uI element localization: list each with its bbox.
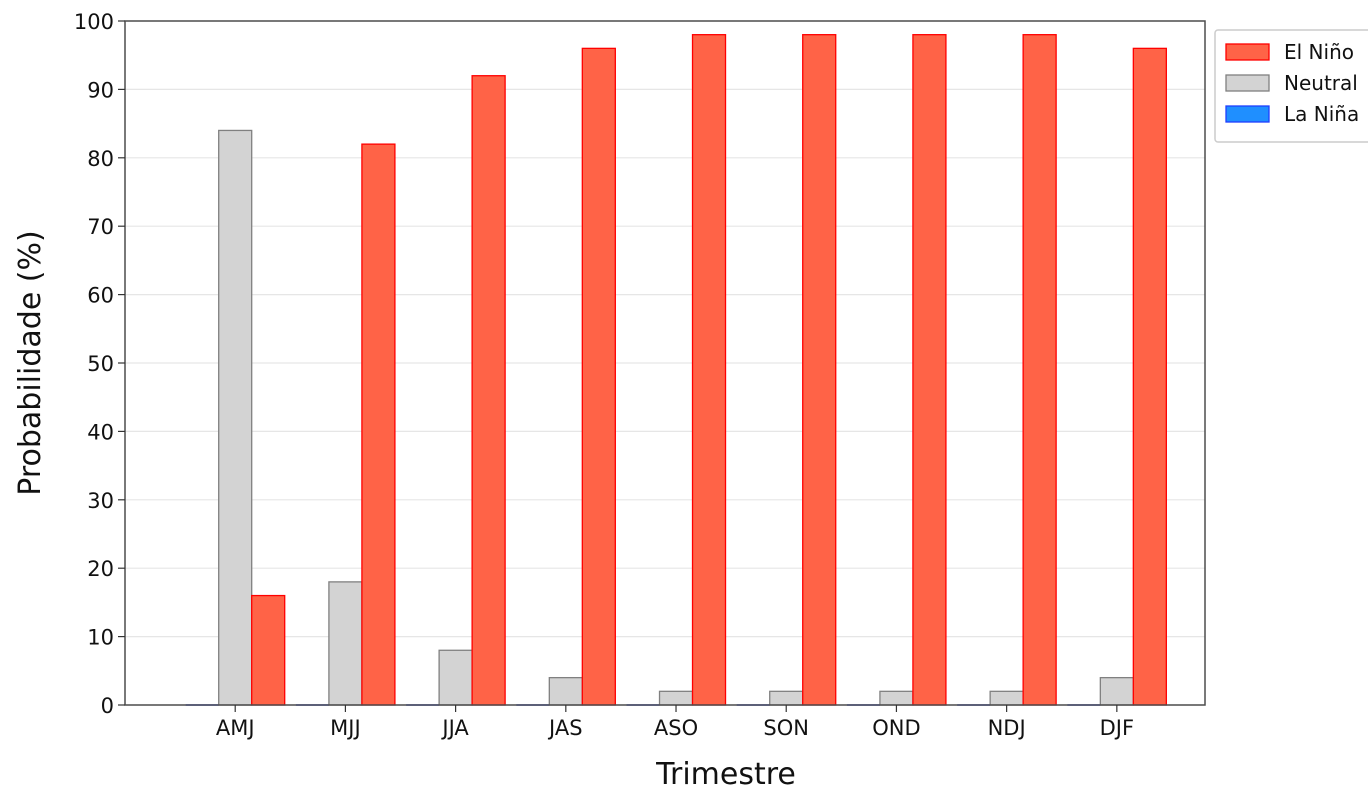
bar-el-ni-o-son: [802, 34, 837, 706]
x-tick-label: DJF: [1100, 716, 1134, 740]
legend-swatch: [1225, 105, 1270, 123]
x-tick-label: JAS: [547, 716, 583, 740]
bar-neutral-djf: [1099, 676, 1134, 706]
y-tick-label: 60: [87, 284, 114, 308]
legend-items: El Niño Neutral La Niña: [1225, 40, 1359, 126]
legend-label: El Niño: [1284, 40, 1354, 64]
y-tick-label: 90: [87, 78, 114, 102]
bar-el-ni-o-amj: [251, 594, 286, 706]
y-tick-label: 70: [87, 215, 114, 239]
bar-neutral-son: [769, 690, 804, 706]
y-tick-label: 40: [87, 420, 114, 444]
bar-neutral-jja: [438, 649, 473, 706]
x-tick-label: SON: [763, 716, 809, 740]
x-tick-label: MJJ: [330, 716, 361, 740]
legend: El Niño Neutral La Niña: [1214, 29, 1368, 143]
y-tick-label: 20: [87, 557, 114, 581]
x-tick-label: JJA: [440, 716, 469, 740]
bar-el-ni-o-mjj: [361, 143, 396, 706]
y-tick-label: 10: [87, 626, 114, 650]
bar-layer: [185, 34, 1167, 706]
bar-neutral-ndj: [989, 690, 1024, 706]
x-axis-label: Trimestre: [655, 757, 796, 788]
bar-el-ni-o-djf: [1132, 47, 1167, 706]
legend-swatch: [1225, 43, 1270, 61]
bar-el-ni-o-jja: [471, 75, 506, 706]
bar-neutral-aso: [658, 690, 694, 706]
y-tick-label: 100: [74, 10, 114, 34]
bar-el-ni-o-aso: [691, 34, 727, 706]
legend-swatch: [1225, 74, 1270, 92]
bar-neutral-mjj: [328, 581, 363, 706]
legend-label: Neutral: [1284, 71, 1358, 95]
y-tick-label: 0: [101, 694, 114, 718]
x-tick-label: NDJ: [988, 716, 1026, 740]
bar-el-ni-o-jas: [581, 47, 616, 706]
x-axis-ticks: AMJ MJJ JJA JAS ASO SON OND NDJ DJF: [216, 705, 1134, 740]
x-tick-label: AMJ: [216, 716, 255, 740]
legend-label: La Niña: [1284, 102, 1359, 126]
bar-neutral-jas: [548, 676, 583, 706]
y-axis-label: Probabilidade (%): [13, 230, 48, 495]
y-tick-label: 30: [87, 489, 114, 513]
y-tick-label: 80: [87, 147, 114, 171]
y-axis-ticks: 0 10 20 30 40 50 60 70 80 90 100: [74, 10, 125, 718]
bar-neutral-ond: [879, 690, 914, 706]
bar-neutral-amj: [218, 129, 253, 706]
bar-el-ni-o-ndj: [1022, 34, 1057, 706]
x-tick-label: OND: [872, 716, 920, 740]
bar-el-ni-o-ond: [912, 34, 947, 706]
y-tick-label: 50: [87, 352, 114, 376]
x-tick-label: ASO: [654, 716, 698, 740]
